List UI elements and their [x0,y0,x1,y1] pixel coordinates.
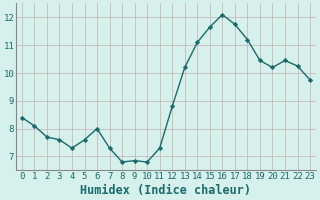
X-axis label: Humidex (Indice chaleur): Humidex (Indice chaleur) [80,184,252,197]
